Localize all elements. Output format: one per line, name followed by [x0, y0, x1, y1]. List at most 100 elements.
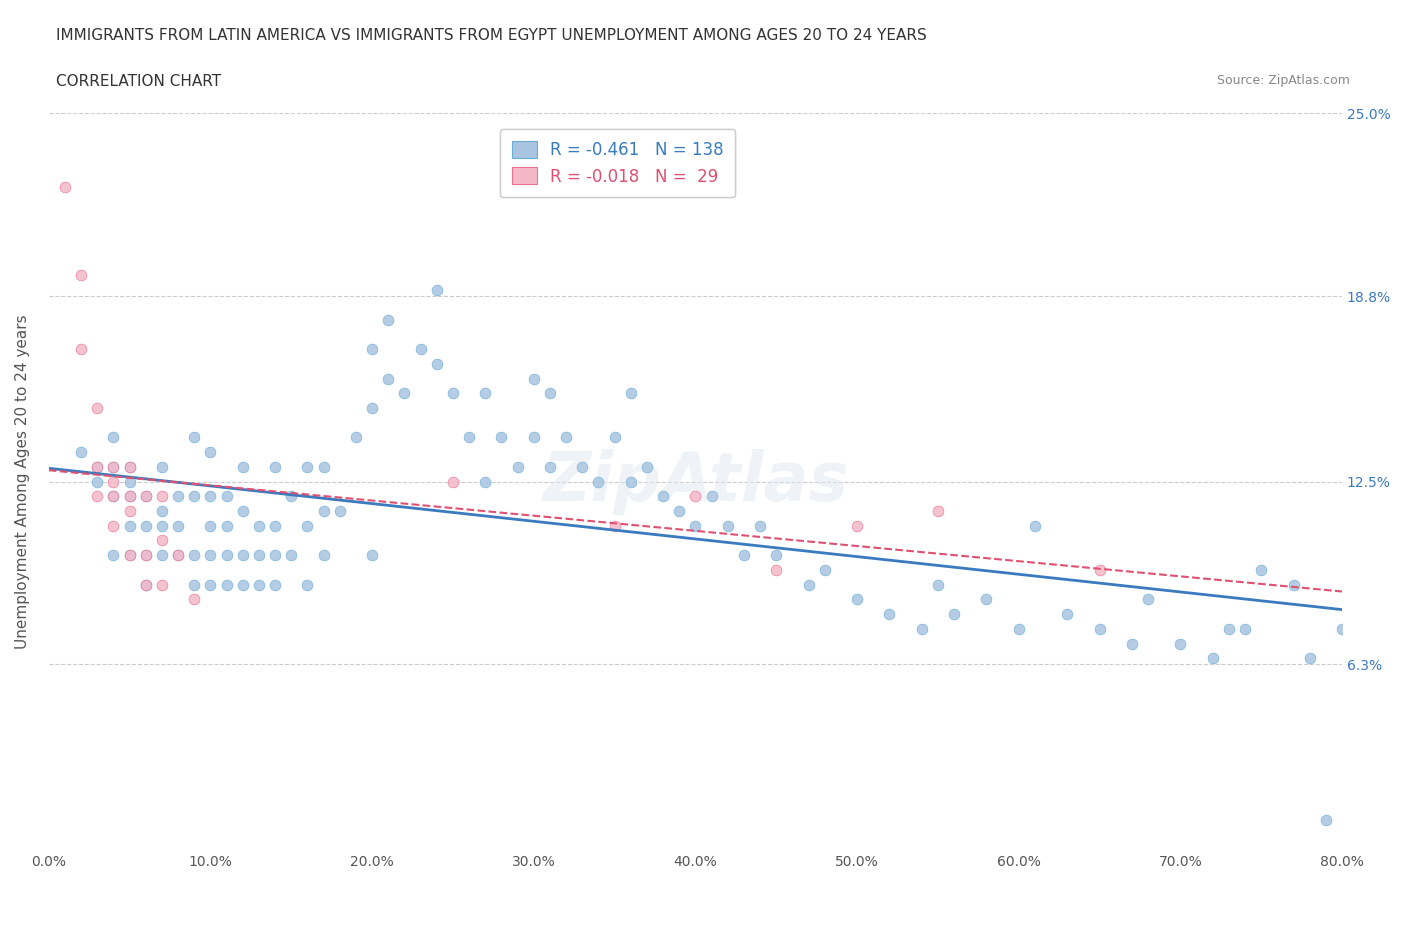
Point: [118, 548, 141, 563]
Point: [167, 548, 190, 563]
Point: [118, 459, 141, 474]
Point: [215, 518, 238, 533]
Point: [280, 489, 302, 504]
Point: [620, 386, 643, 401]
Point: [200, 445, 222, 459]
Point: [118, 503, 141, 518]
Point: [344, 430, 367, 445]
Point: [668, 503, 690, 518]
Point: [150, 489, 173, 504]
Point: [86, 489, 108, 504]
Point: [70, 341, 93, 356]
Text: ZipAtlas: ZipAtlas: [543, 448, 848, 514]
Point: [232, 459, 254, 474]
Point: [927, 578, 949, 592]
Point: [297, 459, 319, 474]
Point: [652, 489, 675, 504]
Point: [943, 606, 966, 621]
Point: [474, 474, 496, 489]
Point: [183, 578, 205, 592]
Point: [264, 578, 287, 592]
Point: [135, 578, 157, 592]
Point: [118, 459, 141, 474]
Point: [103, 430, 125, 445]
Point: [264, 548, 287, 563]
Point: [183, 591, 205, 606]
Point: [717, 518, 740, 533]
Point: [247, 518, 270, 533]
Point: [846, 591, 869, 606]
Point: [426, 356, 449, 371]
Text: IMMIGRANTS FROM LATIN AMERICA VS IMMIGRANTS FROM EGYPT UNEMPLOYMENT AMONG AGES 2: IMMIGRANTS FROM LATIN AMERICA VS IMMIGRA…: [56, 28, 927, 43]
Point: [280, 548, 302, 563]
Point: [1250, 563, 1272, 578]
Point: [103, 489, 125, 504]
Point: [1088, 563, 1111, 578]
Point: [1008, 621, 1031, 636]
Point: [183, 489, 205, 504]
Point: [976, 591, 998, 606]
Point: [927, 503, 949, 518]
Point: [86, 401, 108, 416]
Point: [426, 283, 449, 298]
Point: [491, 430, 513, 445]
Point: [700, 489, 723, 504]
Point: [118, 489, 141, 504]
Point: [70, 268, 93, 283]
Point: [200, 518, 222, 533]
Point: [749, 518, 772, 533]
Point: [86, 459, 108, 474]
Point: [620, 474, 643, 489]
Point: [215, 548, 238, 563]
Point: [118, 474, 141, 489]
Point: [361, 341, 384, 356]
Point: [685, 518, 707, 533]
Point: [103, 489, 125, 504]
Point: [814, 563, 837, 578]
Point: [538, 386, 561, 401]
Point: [167, 489, 190, 504]
Point: [1056, 606, 1078, 621]
Point: [200, 578, 222, 592]
Point: [636, 459, 658, 474]
Point: [1298, 651, 1320, 666]
Point: [167, 518, 190, 533]
Point: [474, 386, 496, 401]
Point: [765, 548, 787, 563]
Point: [312, 548, 335, 563]
Point: [1024, 518, 1046, 533]
Point: [135, 548, 157, 563]
Point: [571, 459, 593, 474]
Point: [523, 371, 546, 386]
Point: [103, 474, 125, 489]
Point: [183, 548, 205, 563]
Point: [150, 503, 173, 518]
Point: [329, 503, 352, 518]
Point: [1315, 813, 1337, 828]
Point: [1218, 621, 1240, 636]
Point: [264, 459, 287, 474]
Text: CORRELATION CHART: CORRELATION CHART: [56, 74, 221, 89]
Point: [215, 578, 238, 592]
Point: [118, 489, 141, 504]
Point: [297, 518, 319, 533]
Point: [312, 459, 335, 474]
Point: [232, 503, 254, 518]
Point: [297, 578, 319, 592]
Point: [247, 548, 270, 563]
Point: [394, 386, 416, 401]
Point: [103, 459, 125, 474]
Point: [1282, 578, 1305, 592]
Point: [797, 578, 820, 592]
Point: [603, 518, 626, 533]
Point: [538, 459, 561, 474]
Legend: R = -0.461   N = 138, R = -0.018   N =  29: R = -0.461 N = 138, R = -0.018 N = 29: [501, 129, 735, 197]
Point: [118, 548, 141, 563]
Point: [879, 606, 901, 621]
Point: [846, 518, 869, 533]
Point: [247, 578, 270, 592]
Point: [103, 518, 125, 533]
Point: [458, 430, 481, 445]
Point: [312, 503, 335, 518]
Point: [103, 548, 125, 563]
